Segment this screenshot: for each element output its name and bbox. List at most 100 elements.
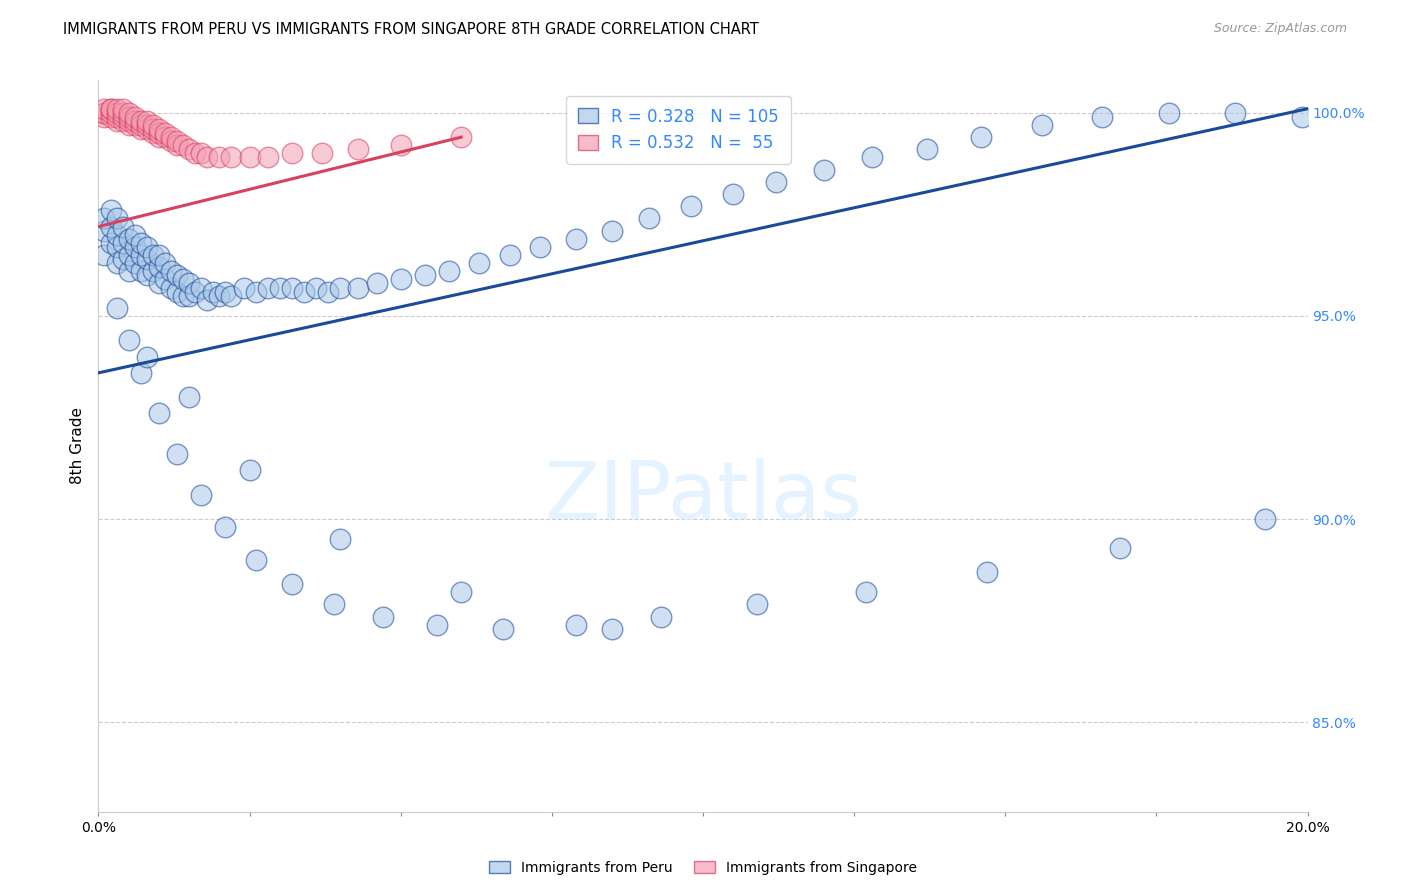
Point (129, 264, 152, 278)
Point (915, 142, 938, 156)
Point (118, 118, 141, 132)
Point (111, 235, 134, 250)
Point (111, 114, 134, 128)
Point (105, 114, 128, 128)
Point (105, 240, 128, 254)
Point (281, 280, 304, 294)
Point (208, 151, 231, 165)
Point (305, 280, 328, 294)
Legend: Immigrants from Peru, Immigrants from Singapore: Immigrants from Peru, Immigrants from Si… (484, 855, 922, 880)
Point (124, 118, 146, 132)
Point (860, 151, 883, 165)
Point (142, 248, 165, 262)
Point (976, 565, 998, 579)
Point (124, 256, 146, 270)
Point (281, 146, 304, 161)
Legend: R = 0.328   N = 105, R = 0.532   N =  55: R = 0.328 N = 105, R = 0.532 N = 55 (567, 96, 790, 163)
Point (148, 277, 170, 291)
Point (637, 211, 659, 226)
Point (602, 224, 624, 238)
Point (118, 232, 141, 246)
Point (142, 264, 165, 278)
Point (172, 138, 194, 153)
Point (214, 285, 236, 299)
Point (813, 162, 835, 177)
Point (118, 105, 141, 120)
Point (124, 114, 146, 128)
Point (389, 138, 412, 153)
Point (129, 248, 152, 262)
Point (565, 232, 588, 246)
Point (450, 585, 472, 599)
Point (135, 252, 157, 266)
Point (148, 407, 170, 421)
Point (105, 211, 128, 226)
Point (118, 334, 141, 348)
Point (208, 288, 231, 302)
Point (105, 301, 128, 315)
Point (747, 598, 769, 612)
Point (93, 105, 115, 120)
Point (281, 577, 304, 591)
Point (179, 142, 201, 156)
Point (565, 617, 588, 632)
Point (366, 277, 388, 291)
Point (135, 122, 157, 136)
Point (118, 114, 141, 128)
Point (129, 366, 152, 380)
Point (679, 199, 702, 213)
Point (311, 146, 333, 161)
Point (105, 102, 128, 116)
Point (105, 110, 128, 124)
Point (153, 126, 176, 140)
Point (105, 227, 128, 242)
Point (184, 146, 207, 161)
Point (142, 118, 165, 132)
Point (492, 622, 515, 636)
Point (172, 288, 194, 302)
Point (468, 256, 491, 270)
Point (437, 264, 460, 278)
Point (1157, 105, 1180, 120)
Point (184, 285, 207, 299)
Point (239, 151, 262, 165)
Point (93, 224, 115, 238)
Point (93, 248, 115, 262)
Point (389, 272, 412, 286)
Point (498, 248, 520, 262)
Point (124, 240, 146, 254)
Point (723, 187, 745, 202)
Point (172, 272, 194, 286)
Point (135, 114, 157, 128)
Point (111, 252, 134, 266)
Point (160, 280, 183, 294)
Point (142, 126, 165, 140)
Point (245, 285, 267, 299)
Point (93, 211, 115, 226)
Point (93, 110, 115, 124)
Point (129, 235, 152, 250)
Point (371, 609, 394, 624)
Text: ZIPatlas: ZIPatlas (544, 458, 862, 536)
Point (148, 260, 170, 275)
Point (190, 280, 212, 294)
Point (111, 105, 134, 120)
Point (347, 280, 370, 294)
Point (160, 134, 183, 148)
Point (100, 219, 122, 234)
Point (148, 248, 170, 262)
Point (855, 585, 877, 599)
Point (214, 520, 236, 534)
Point (232, 280, 254, 294)
Point (195, 151, 218, 165)
Point (100, 203, 122, 218)
Point (602, 622, 624, 636)
Point (142, 122, 165, 136)
Point (1223, 105, 1246, 120)
Point (245, 553, 267, 567)
Point (316, 285, 339, 299)
Point (129, 118, 152, 132)
Point (195, 293, 218, 307)
Point (166, 268, 188, 283)
Point (970, 130, 993, 145)
